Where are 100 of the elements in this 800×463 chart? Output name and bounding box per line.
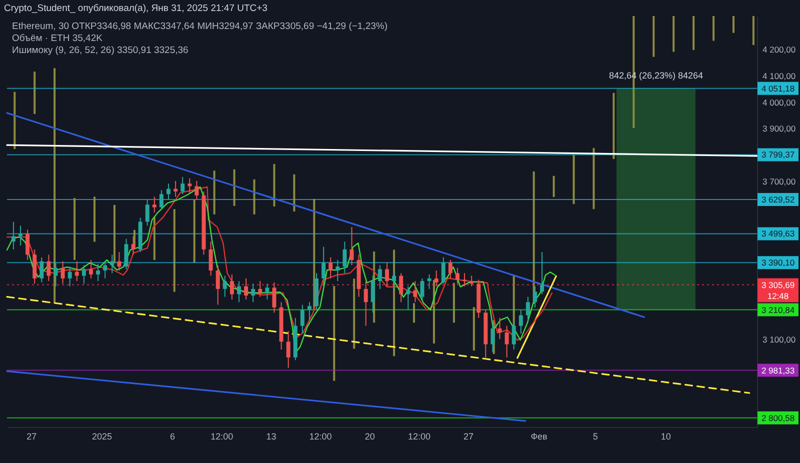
x-tick-label: 6 [170, 432, 176, 442]
candlestick [159, 190, 164, 210]
candlestick [470, 275, 474, 287]
candlestick [328, 256, 333, 279]
candlestick [378, 264, 382, 290]
candlestick [26, 229, 30, 260]
candlestick [117, 252, 122, 272]
bar [732, 16, 735, 33]
bar [612, 92, 615, 160]
candlestick [364, 280, 368, 326]
bar [34, 72, 36, 114]
candlestick [180, 176, 185, 195]
x-tick-label: 5 [592, 432, 598, 442]
candlestick [54, 262, 58, 287]
candlestick [384, 262, 389, 287]
x-tick-label: 13 [266, 432, 276, 442]
candlestick [272, 282, 276, 314]
bar [452, 282, 455, 323]
annotation: Объём · ETH 35,42K [12, 33, 104, 44]
bar [273, 164, 276, 206]
candlestick [265, 283, 270, 300]
ref-line-label: 3 799,37 [761, 150, 795, 160]
x-tick-label: 2025 [92, 432, 112, 442]
candlestick [462, 272, 467, 287]
candlestick [208, 241, 213, 276]
y-tick-label: 4 100,00 [762, 71, 796, 82]
candlestick [124, 238, 128, 270]
candlestick [300, 304, 304, 334]
bar [712, 16, 715, 41]
ref-line-label: 3 499,63 [761, 228, 795, 239]
candlestick [88, 259, 93, 279]
annotation: Ишимоку (9, 26, 52, 26) 3350,91 3325,36 [12, 45, 188, 56]
y-tick-label: 4 200,00 [762, 44, 796, 55]
bar [592, 148, 595, 210]
bar [213, 170, 216, 214]
candlestick [32, 248, 37, 284]
annotation: Ethereum, 30 ОТКР3346,98 МАКС3347,64 МИН3294,97 ЗАКР3305,69 −41,29 (−1,23%) [12, 21, 388, 32]
candlestick [504, 325, 509, 358]
bar [293, 174, 296, 212]
ref-line-label: 2 800,58 [761, 412, 795, 423]
ref-line-label: 3 305,69 12:48 [761, 280, 795, 301]
bar [233, 169, 236, 206]
y-tick-label: 4 000,00 [762, 97, 796, 108]
bar [153, 216, 156, 260]
x-tick-label: 27 [464, 432, 474, 442]
candlestick [236, 280, 241, 303]
bar [193, 200, 196, 263]
y-tick-label: 3 100,00 [762, 334, 796, 345]
ref-line-label: 3 210,84 [761, 304, 795, 315]
candlestick [420, 278, 424, 300]
y-tick-label: 3 900,00 [762, 124, 796, 134]
bar [752, 16, 754, 45]
chart-title: Crypto_Student_ опубликовал(а), Янв 31, 2025 21:47 UTC+3 [4, 3, 268, 14]
candlestick [68, 266, 72, 287]
y-tick-label: 3 700,00 [762, 176, 796, 186]
candlestick [399, 272, 404, 303]
candlestick [40, 256, 44, 283]
x-tick-label: 12:00 [210, 432, 234, 442]
candlestick [455, 267, 460, 284]
candlestick [286, 330, 290, 368]
bar [413, 303, 416, 323]
bar [74, 198, 76, 260]
bar [353, 278, 356, 349]
bar [552, 176, 555, 197]
bar [333, 286, 336, 381]
bar [672, 16, 675, 52]
ref-line-label: 2 981,33 [761, 365, 795, 376]
candlestick [392, 270, 396, 290]
candlestick [46, 254, 51, 282]
candlestick [96, 263, 100, 282]
ref-line-label: 3 629,52 [761, 194, 795, 204]
x-tick-label: 10 [660, 432, 671, 442]
candlestick [152, 196, 156, 214]
candlestick [258, 280, 262, 298]
candlestick [441, 256, 446, 284]
candlestick [251, 283, 256, 303]
candlestick [532, 286, 537, 308]
candlestick [74, 260, 79, 282]
candlestick [427, 274, 432, 290]
candlestick [526, 296, 530, 322]
ref-line-label: 4 051,18 [761, 83, 795, 94]
x-tick-label: 27 [26, 432, 37, 442]
bar [173, 209, 176, 292]
candlestick [413, 280, 418, 303]
candlestick [188, 178, 192, 194]
candlestick [540, 252, 544, 295]
candlestick [336, 259, 340, 282]
candlestick [222, 275, 227, 298]
candlestick [342, 241, 347, 274]
candlestick [434, 270, 438, 287]
candlestick [448, 259, 452, 279]
candlestick [82, 264, 86, 284]
candlestick [60, 260, 65, 284]
candlestick [498, 317, 502, 340]
candlestick [194, 180, 199, 200]
candlestick [518, 310, 523, 334]
candlestick [307, 302, 312, 322]
bar [692, 16, 695, 50]
candlestick [166, 183, 171, 200]
bar [652, 16, 655, 57]
